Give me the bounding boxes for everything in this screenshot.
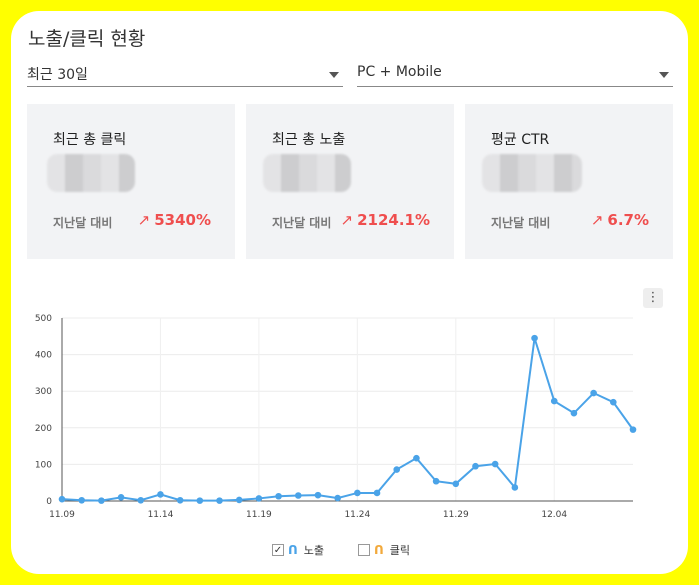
data-point [413, 454, 420, 462]
checkbox-checked-icon[interactable]: ✓ [272, 544, 284, 556]
data-point [491, 460, 499, 468]
period-select-value: 최근 30일 [27, 67, 88, 83]
data-point [610, 398, 617, 406]
checkbox-unchecked-icon[interactable] [358, 544, 370, 556]
data-point [157, 491, 164, 498]
series-line-impressions [61, 337, 634, 502]
change-value: ↗ 2124.1% [341, 211, 431, 229]
y-tick-label: 200 [35, 424, 52, 434]
impressions-line-chart: 0 100 200 300 400 500 11.09 11.14 11.19 11.24 11.2… [35, 314, 637, 520]
x-tick-label: 12.04 [541, 510, 567, 520]
data-point [176, 496, 184, 504]
legend-item-impressions[interactable]: ✓ ᑎ 노출 [272, 542, 324, 558]
data-point [393, 466, 401, 473]
stat-label: 최근 총 노출 [272, 132, 346, 148]
y-tick-label: 0 [46, 497, 52, 507]
x-tick-label: 11.09 [49, 510, 75, 520]
legend-item-clicks[interactable]: ᑎ 클릭 [358, 542, 410, 558]
line-series-icon: ᑎ [374, 543, 384, 557]
data-point [550, 397, 558, 405]
data-point [531, 334, 538, 342]
legend-label: 클릭 [389, 544, 410, 557]
x-tick-label: 11.24 [344, 510, 370, 520]
y-tick-label: 400 [35, 351, 52, 361]
chevron-down-icon [329, 72, 339, 78]
stat-card-ctr: 평균 CTR 지난달 대비 ↗ 6.7% [465, 104, 673, 259]
page-title: 노출/클릭 현황 [28, 28, 146, 50]
data-point [452, 480, 460, 488]
y-tick-label: 300 [35, 387, 52, 397]
compare-label: 지난달 대비 [491, 216, 551, 230]
data-point [294, 492, 302, 499]
data-point [590, 389, 597, 397]
x-tick-label: 11.14 [148, 510, 174, 520]
data-point [235, 496, 243, 504]
x-tick-label: 11.19 [246, 510, 272, 520]
chevron-down-icon [659, 72, 669, 78]
line-series-icon: ᑎ [288, 543, 298, 557]
change-percent: 5340% [154, 211, 211, 229]
redacted-value [263, 154, 351, 192]
y-tick-label: 100 [35, 460, 52, 470]
stat-label: 최근 총 클릭 [53, 132, 127, 148]
data-point [216, 497, 223, 504]
data-point [98, 497, 105, 504]
data-point [354, 489, 361, 497]
change-value: ↗ 5340% [138, 211, 211, 229]
period-select[interactable]: 최근 30일 [27, 60, 343, 87]
redacted-value [482, 154, 582, 192]
change-percent: 6.7% [607, 211, 649, 229]
stat-card-impressions: 최근 총 노출 지난달 대비 ↗ 2124.1% [246, 104, 454, 259]
compare-label: 지난달 대비 [272, 216, 332, 230]
data-point [334, 494, 341, 502]
more-vertical-icon[interactable]: ⋮ [643, 288, 663, 308]
stat-card-clicks: 최근 총 클릭 지난달 대비 ↗ 5340% [27, 104, 235, 259]
data-point [472, 462, 479, 470]
data-point [117, 494, 125, 501]
data-point [629, 426, 637, 433]
data-point [78, 496, 85, 504]
data-point [570, 409, 578, 417]
device-select[interactable]: PC + Mobile [357, 60, 673, 87]
y-tick-label: 500 [35, 314, 52, 324]
redacted-value [47, 154, 135, 192]
legend-label: 노출 [303, 544, 324, 557]
data-point [196, 497, 204, 504]
data-point [314, 491, 322, 499]
change-value: ↗ 6.7% [591, 211, 649, 229]
change-percent: 2124.1% [357, 211, 430, 229]
data-point [373, 489, 381, 497]
compare-label: 지난달 대비 [53, 216, 113, 230]
arrow-up-right-icon: ↗ [340, 211, 354, 229]
data-point [255, 495, 263, 502]
data-point [432, 477, 440, 485]
data-point [58, 495, 66, 503]
stat-label: 평균 CTR [491, 132, 550, 148]
x-tick-label: 11.29 [443, 510, 469, 520]
data-point [511, 484, 519, 491]
arrow-up-right-icon: ↗ [137, 211, 151, 229]
performance-card: 노출/클릭 현황 최근 30일 PC + Mobile 최근 총 클릭 지난달 … [11, 11, 688, 574]
arrow-up-right-icon: ↗ [590, 211, 604, 229]
device-select-value: PC + Mobile [357, 64, 442, 80]
data-point [275, 492, 282, 500]
data-point [137, 496, 145, 504]
